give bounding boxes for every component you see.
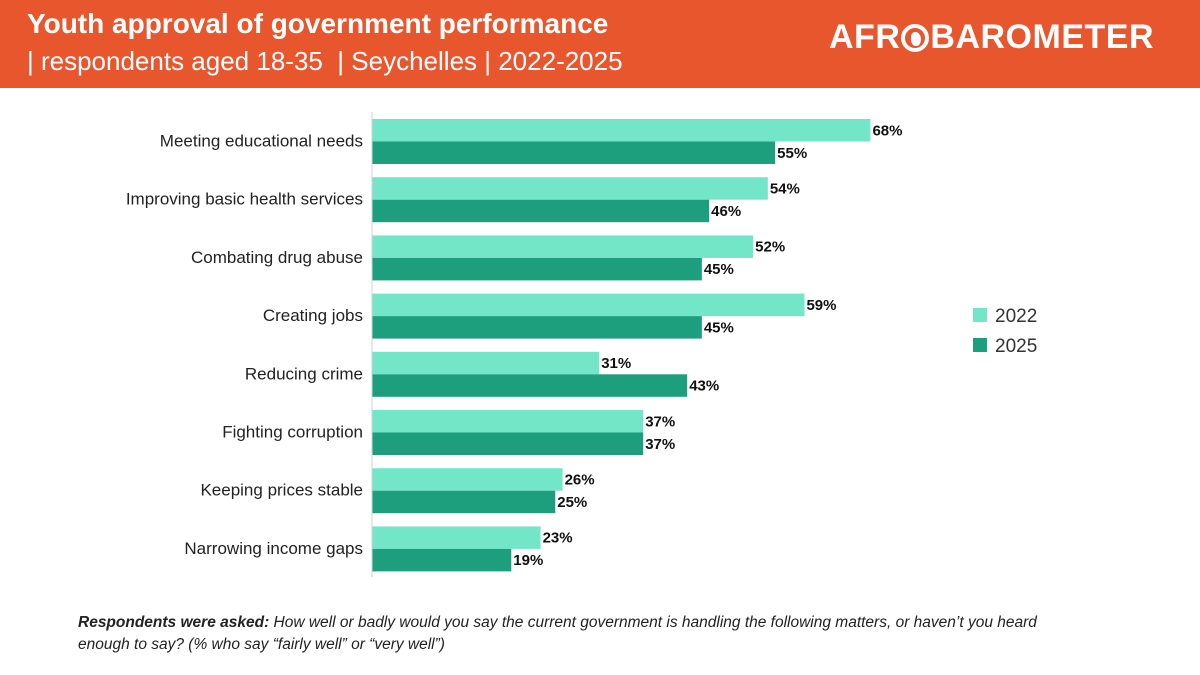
- footnote: Respondents were asked: How well or badl…: [78, 612, 1078, 656]
- legend-swatch-2025: [973, 338, 987, 352]
- bar-2022: [372, 235, 754, 258]
- chart-title: Youth approval of government performance: [27, 8, 609, 39]
- data-label: 43%: [689, 378, 719, 395]
- data-label: 59%: [806, 297, 836, 314]
- data-label: 37%: [645, 436, 675, 453]
- category-label: Narrowing income gaps: [184, 539, 363, 558]
- data-label: 26%: [565, 471, 595, 488]
- legend-swatch-2022: [973, 308, 987, 322]
- category-label: Creating jobs: [263, 306, 363, 325]
- bar-2025: [372, 490, 556, 514]
- legend-label-2022: 2022: [995, 306, 1037, 327]
- chart-subtitle: | respondents aged 18-35 | Seychelles | …: [27, 46, 623, 76]
- bar-2025: [372, 199, 710, 223]
- category-label: Improving basic health services: [126, 190, 363, 209]
- data-label: 23%: [543, 530, 573, 547]
- data-label: 68%: [872, 122, 902, 139]
- data-label: 52%: [755, 239, 785, 256]
- bar-chart: Meeting educational needs 68% 55% Improving…: [126, 112, 1037, 577]
- header-banner: Youth approval of government performance…: [0, 0, 1200, 88]
- bar-2025: [372, 374, 688, 397]
- category-label: Meeting educational needs: [160, 132, 363, 151]
- category-label: Keeping prices stable: [200, 481, 363, 500]
- data-label: 37%: [645, 413, 675, 430]
- legend-label-2025: 2025: [995, 336, 1037, 357]
- bar-2025: [372, 257, 702, 281]
- bar-2025: [372, 141, 776, 164]
- bar-2022: [372, 177, 768, 200]
- bar-2022: [372, 526, 541, 549]
- bar-2025: [372, 432, 644, 455]
- bar-2022: [372, 410, 644, 433]
- bar-2022: [372, 119, 871, 142]
- data-label: 54%: [770, 180, 800, 197]
- category-label: Fighting corruption: [222, 423, 363, 442]
- data-label: 45%: [704, 261, 734, 278]
- bar-2025: [372, 316, 702, 339]
- footnote-text: How well or badly would you say the curr…: [78, 614, 1037, 653]
- data-label: 31%: [601, 355, 631, 372]
- bar-2025: [372, 548, 512, 572]
- data-label: 19%: [513, 552, 543, 569]
- data-label: 45%: [704, 319, 734, 336]
- africa-globe-icon: [901, 24, 930, 52]
- bar-2022: [372, 351, 600, 375]
- category-label: Combating drug abuse: [191, 248, 363, 267]
- bar-2022: [372, 293, 805, 317]
- footnote-lead: Respondents were asked:: [78, 614, 270, 631]
- data-label: 25%: [557, 494, 587, 511]
- bar-2022: [372, 468, 563, 491]
- data-label: 55%: [777, 145, 807, 162]
- data-label: 46%: [711, 203, 741, 220]
- category-label: Reducing crime: [245, 364, 363, 383]
